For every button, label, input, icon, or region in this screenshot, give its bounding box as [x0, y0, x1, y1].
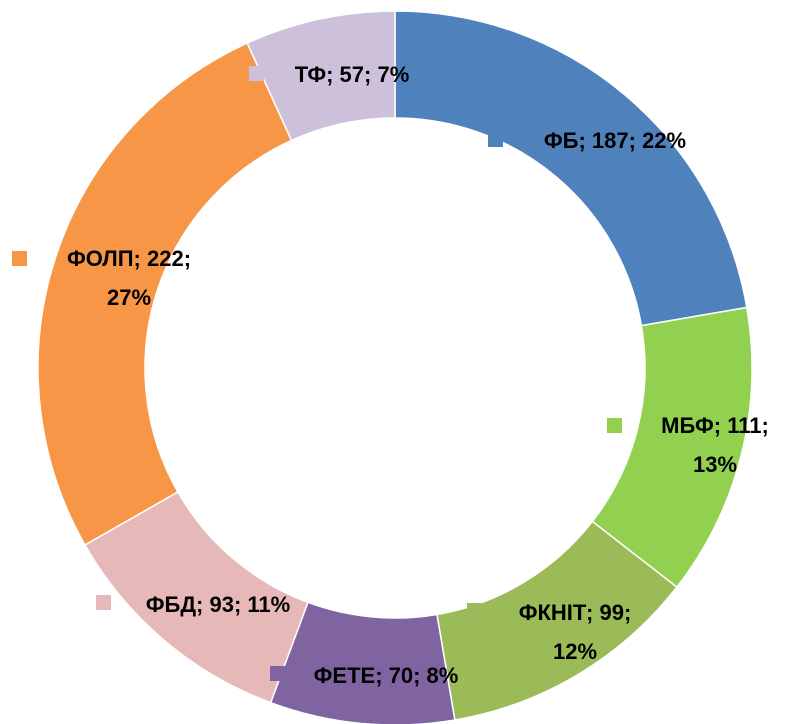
- data-label: ТФ; 57; 7%: [295, 62, 410, 87]
- data-label: МБФ; 111; 13%: [661, 413, 769, 477]
- data-label: ФБД; 93; 11%: [146, 592, 290, 617]
- data-label: ФОЛП; 222; 27%: [67, 246, 191, 310]
- legend-key: [467, 603, 482, 618]
- donut-segment: [246, 10, 396, 142]
- legend-key: [607, 418, 622, 433]
- donut-segment: [37, 42, 293, 546]
- data-label: ФБ; 187; 22%: [544, 128, 686, 153]
- legend-key: [270, 666, 285, 681]
- data-label: ФКНІТ; 99; 12%: [519, 600, 632, 664]
- legend-key: [12, 251, 27, 266]
- data-label: ФЕТЕ; 70; 8%: [314, 663, 459, 688]
- legend-key: [249, 66, 264, 81]
- legend-key: [488, 132, 503, 147]
- legend-key: [96, 595, 111, 610]
- donut-segment: [394, 10, 748, 327]
